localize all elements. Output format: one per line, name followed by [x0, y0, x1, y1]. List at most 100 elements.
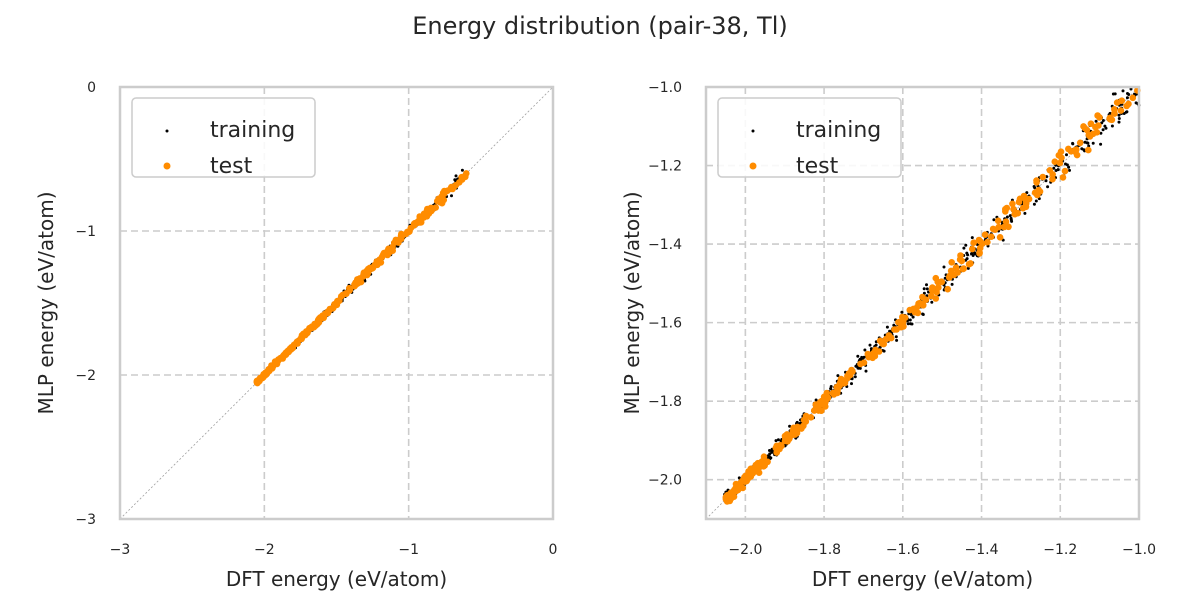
left-legend: training test: [131, 97, 316, 179]
training-point: [1086, 141, 1090, 145]
test-point: [1111, 110, 1118, 117]
test-point: [366, 264, 374, 272]
test-point: [984, 238, 991, 246]
training-point: [970, 252, 973, 256]
training-point: [1111, 92, 1115, 96]
training-point: [864, 369, 868, 373]
test-point: [915, 300, 922, 307]
test-point: [802, 412, 810, 420]
training-point: [1065, 163, 1069, 167]
test-point: [910, 305, 917, 313]
training-point: [1005, 215, 1009, 219]
left-y-ticks: −3 −2 −1 0: [75, 80, 96, 528]
test-point: [914, 309, 922, 317]
test-point: [957, 252, 964, 259]
training-point: [894, 335, 898, 339]
training-point: [1099, 142, 1103, 146]
test-point: [781, 434, 789, 442]
right-ytick: −2.0: [648, 473, 682, 489]
training-point: [1052, 166, 1056, 170]
training-point: [885, 325, 889, 329]
training-point: [973, 252, 977, 256]
legend-test-marker-icon: [749, 162, 757, 170]
test-point: [1022, 200, 1030, 207]
training-point: [909, 322, 913, 326]
test-point: [1046, 167, 1054, 174]
right-ytick: −1.4: [648, 237, 682, 253]
test-point: [1087, 120, 1095, 127]
right-y-ticks: −2.0 −1.8 −1.6 −1.4 −1.2 −1.0: [648, 80, 682, 489]
left-xtick: −1: [398, 542, 419, 558]
training-point: [768, 449, 771, 452]
test-point: [947, 267, 955, 275]
training-point: [1094, 119, 1098, 123]
test-point: [969, 245, 976, 253]
left-test-points: [253, 170, 470, 387]
left-xtick: −2: [254, 542, 275, 558]
training-point: [950, 282, 954, 286]
test-point: [1129, 94, 1137, 102]
training-point: [1126, 92, 1129, 95]
training-point: [906, 322, 910, 326]
test-point: [458, 176, 466, 183]
test-point: [373, 261, 381, 269]
training-point: [1091, 141, 1095, 145]
test-point: [996, 234, 1004, 241]
training-point: [888, 329, 892, 333]
training-point: [858, 357, 862, 361]
training-point: [1125, 96, 1129, 100]
training-point: [1101, 128, 1105, 132]
test-point: [967, 260, 974, 267]
test-point: [360, 269, 368, 277]
training-point: [1117, 113, 1121, 117]
test-point: [754, 464, 761, 472]
training-point: [1054, 169, 1058, 172]
test-point: [1031, 189, 1039, 196]
test-point: [1002, 208, 1009, 215]
legend-test-label: test: [796, 154, 839, 179]
training-point: [900, 310, 904, 314]
training-point: [776, 438, 780, 442]
left-y-axis-label: MLP energy (eV/atom): [34, 191, 58, 414]
test-point: [995, 223, 1003, 231]
right-xtick: −1.6: [886, 542, 920, 558]
test-point: [438, 199, 446, 207]
test-point: [932, 295, 940, 302]
legend-training-label: training: [796, 118, 881, 143]
test-point: [790, 424, 797, 432]
right-plot: −2.0 −1.8 −1.6 −1.4 −1.2 −1.0 −2.0 −1.8 …: [620, 80, 1156, 591]
test-point: [1106, 114, 1114, 122]
test-point: [420, 214, 428, 221]
test-point: [764, 458, 771, 466]
training-point: [882, 349, 886, 353]
legend-training-label: training: [210, 118, 295, 143]
test-point: [1051, 158, 1059, 165]
test-point: [976, 238, 984, 245]
training-point: [943, 276, 947, 280]
legend-training-marker-icon: [751, 129, 755, 133]
training-point: [1065, 153, 1068, 157]
training-point: [908, 318, 912, 322]
test-point: [893, 326, 900, 333]
test-point: [819, 397, 826, 405]
training-point: [925, 287, 929, 291]
training-point: [966, 266, 970, 270]
test-point: [735, 483, 743, 491]
test-point: [1055, 152, 1063, 159]
legend-test-label: test: [210, 154, 253, 179]
training-point: [1009, 218, 1013, 222]
right-xtick: −1.8: [807, 542, 841, 558]
training-point: [1117, 117, 1121, 120]
right-legend-box: [717, 97, 902, 178]
left-xtick: 0: [549, 542, 558, 558]
test-point: [1009, 200, 1016, 208]
test-point: [1013, 210, 1020, 217]
training-point: [1087, 144, 1091, 148]
training-point: [868, 343, 872, 347]
test-point: [1059, 174, 1067, 181]
training-point: [850, 382, 853, 386]
test-point: [1019, 204, 1027, 212]
test-point: [776, 445, 783, 453]
test-point: [320, 314, 328, 322]
training-point: [1110, 124, 1114, 128]
